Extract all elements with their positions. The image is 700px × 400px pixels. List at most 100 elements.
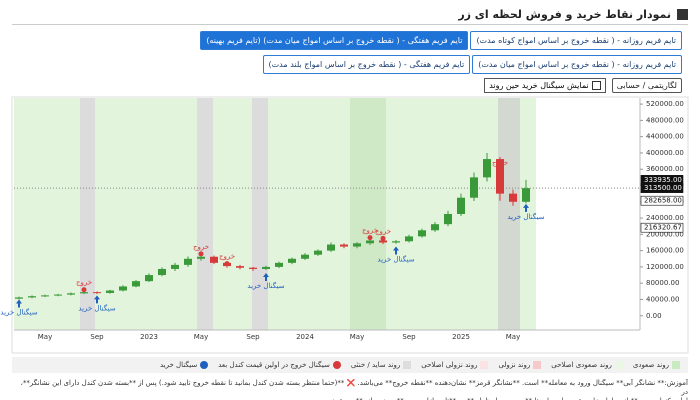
buy-signal bbox=[523, 203, 529, 212]
buy-signal bbox=[263, 273, 269, 282]
buy-signal bbox=[94, 295, 100, 304]
timeframe-button[interactable]: تایم فریم روزانه - ( نقطه خروج بر اساس ا… bbox=[472, 55, 682, 74]
buy-signal bbox=[16, 299, 22, 308]
timeframe-button[interactable]: تایم فریم هفتگی - ( نقطه خروج بر اساس ام… bbox=[200, 31, 469, 50]
candle-body bbox=[93, 292, 101, 294]
candle-body bbox=[158, 268, 166, 276]
price-label: 216320.67 bbox=[644, 224, 682, 232]
exit-signal bbox=[224, 261, 230, 267]
button-row: تایم فریم روزانه - ( نقطه خروج بر اساس ا… bbox=[262, 55, 682, 74]
timeframe-button[interactable]: تایم فریم روزانه - ( نقطه خروج بر اساس ا… bbox=[470, 31, 682, 50]
legend-label: سیگنال خروج در اولین قیمت کندل بعد bbox=[218, 361, 330, 369]
legend-label: روند صعودی اصلاحی bbox=[551, 361, 612, 369]
candle-body bbox=[275, 262, 283, 267]
legend-swatch bbox=[672, 361, 680, 369]
y-tick-label: 120000.00 bbox=[646, 263, 684, 271]
y-tick-label: 160000.00 bbox=[646, 247, 684, 255]
candle-body bbox=[15, 297, 23, 299]
candle-body bbox=[288, 258, 296, 263]
exit-signal bbox=[198, 251, 204, 257]
candle-body bbox=[67, 293, 75, 295]
neutral-band bbox=[252, 98, 268, 330]
legend-label: روند نزولی bbox=[498, 361, 531, 369]
checkbox-box[interactable] bbox=[591, 81, 601, 90]
price-label: 333935.00 bbox=[644, 176, 682, 184]
y-tick-label: 440000.00 bbox=[646, 133, 684, 141]
price-label: 282658.00 bbox=[644, 197, 682, 205]
buy-label: سیگنال خرید bbox=[0, 307, 37, 316]
exit-signal bbox=[367, 235, 373, 241]
button-row: تایم فریم روزانه - ( نقطه خروج بر اساس ا… bbox=[200, 31, 682, 50]
timeframe-button[interactable]: تایم فریم هفتگی - ( نقطه خروج بر اساس ام… bbox=[262, 55, 471, 74]
header: نمودار نقاط خرید و فروش لحظه ای زر bbox=[12, 4, 688, 25]
candle-body bbox=[106, 290, 114, 293]
price-label-box bbox=[640, 222, 684, 233]
candle-body bbox=[262, 266, 270, 269]
x-tick-label: May bbox=[194, 333, 208, 341]
y-tick-label: 40000.00 bbox=[646, 295, 679, 303]
x-tick-label: 2024 bbox=[296, 333, 314, 341]
y-tick-label: 240000.00 bbox=[646, 214, 684, 222]
buy-label: سیگنال خرید bbox=[377, 255, 414, 264]
exit-signal bbox=[380, 235, 386, 241]
legend-swatch bbox=[480, 361, 489, 369]
candle-body bbox=[197, 256, 205, 259]
candle-body bbox=[145, 275, 153, 282]
candle-body bbox=[184, 258, 192, 265]
chart: 0.00 40000.00 80000.00 120000.00 160000.00 20… bbox=[0, 96, 689, 354]
y-tick-label: 520000.00 bbox=[646, 100, 684, 108]
candle-body bbox=[119, 286, 127, 291]
legend-label: سیگنال خرید bbox=[160, 361, 198, 369]
candle-body bbox=[457, 197, 465, 214]
exit-label: خروج bbox=[375, 227, 391, 235]
candle-body bbox=[236, 266, 244, 268]
y-tick-label: 480000.00 bbox=[646, 116, 684, 124]
exit-signal bbox=[497, 167, 503, 173]
y-tick-label: 400000.00 bbox=[646, 149, 684, 157]
legend-swatch bbox=[614, 361, 623, 369]
candle-body bbox=[470, 177, 478, 198]
legend: روند صعودی روند صعودی اصلاحی روند نزولی رون… bbox=[12, 357, 688, 373]
candle-body bbox=[444, 214, 452, 225]
footer-line: آموزش:** نشانگر آبی** سیگنال ورود به معا… bbox=[20, 379, 688, 396]
candle-body bbox=[353, 243, 361, 247]
legend-item: روند ساید / خنثی bbox=[350, 361, 412, 369]
x-tick-label: May bbox=[506, 333, 520, 341]
price-label-box bbox=[640, 195, 684, 206]
neutral-band bbox=[80, 98, 95, 330]
candle-body bbox=[171, 264, 179, 269]
page-title: نمودار نقاط خرید و فروش لحظه ای زر bbox=[458, 7, 671, 21]
checkbox-label: نمایش سیگنال خرید حین روند bbox=[489, 81, 589, 90]
candle-body bbox=[496, 159, 504, 194]
x-tick-label: Sep bbox=[90, 333, 104, 341]
candle-body bbox=[379, 240, 387, 243]
x-tick-label: May bbox=[38, 333, 52, 341]
exit-label: خروج bbox=[219, 253, 235, 261]
candle-body bbox=[366, 240, 374, 244]
candle-body bbox=[509, 193, 517, 202]
exit-label: خروج bbox=[492, 159, 508, 167]
buy-signal bbox=[393, 246, 399, 255]
x-tick-label: Sep bbox=[402, 333, 416, 341]
y-tick-label: 200000.00 bbox=[646, 230, 684, 238]
price-label: 313500.00 bbox=[644, 184, 682, 192]
legend-item: روند صعودی اصلاحی bbox=[551, 361, 623, 369]
legend-label: روند نزولی اصلاحی bbox=[421, 361, 478, 369]
candle-body bbox=[28, 296, 36, 298]
candle-body bbox=[327, 244, 335, 251]
buy-label: سیگنال خرید bbox=[247, 281, 284, 290]
legend-label: روند ساید / خنثی bbox=[350, 361, 401, 369]
legend-label: روند صعودی bbox=[632, 361, 669, 369]
candle-body bbox=[132, 281, 140, 287]
neutral-band bbox=[197, 98, 213, 330]
legend-swatch bbox=[332, 361, 341, 369]
candle-body bbox=[340, 244, 348, 247]
checkbox[interactable]: نمایش سیگنال خرید حین روند bbox=[484, 78, 606, 93]
candle-body bbox=[249, 267, 257, 269]
legend-swatch bbox=[533, 361, 542, 369]
candle-body bbox=[210, 256, 218, 263]
candle-body bbox=[431, 224, 439, 231]
candle-body bbox=[392, 241, 400, 243]
exit-label: خروج bbox=[76, 279, 92, 287]
scale-button[interactable]: لگاریتمی / حسابی bbox=[611, 78, 682, 93]
